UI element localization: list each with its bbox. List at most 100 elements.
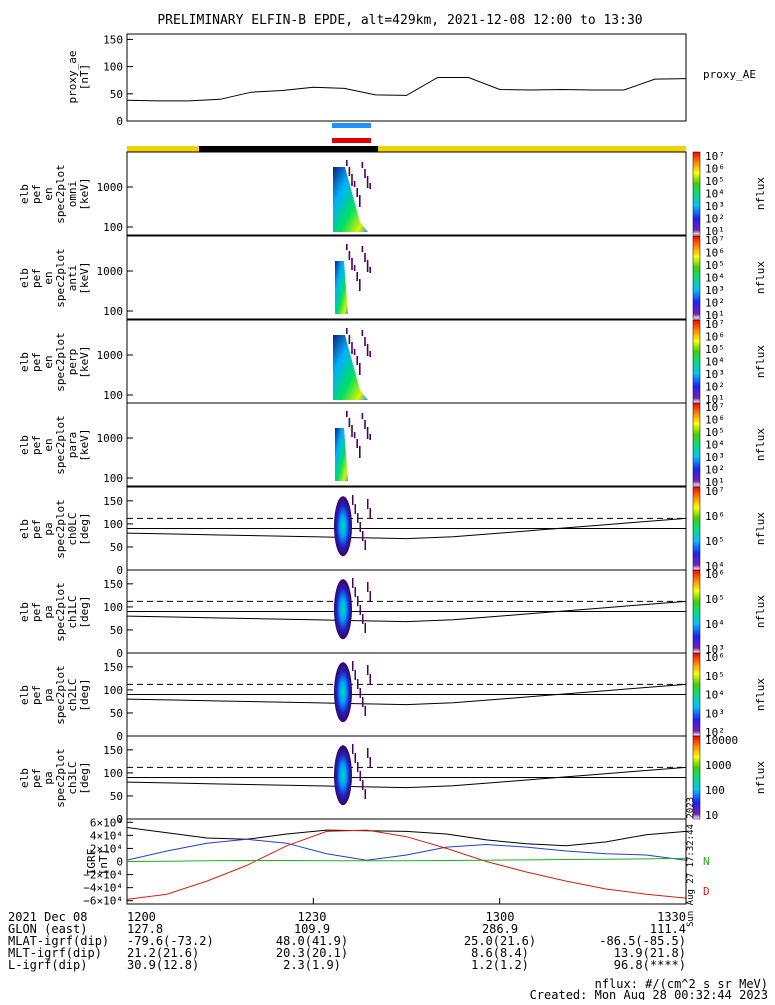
pa-ylabel: elb bbox=[18, 768, 31, 788]
colorbar-tick: 10³ bbox=[705, 200, 725, 213]
pa-tick-label: 150 bbox=[103, 661, 123, 674]
spectrogram-speck bbox=[359, 363, 361, 375]
pa-ylabel: pef bbox=[30, 768, 43, 788]
spec-ylabel: pef bbox=[30, 352, 43, 372]
proxy-right-label: proxy_AE bbox=[703, 68, 756, 81]
spectrogram-speck bbox=[353, 265, 356, 271]
colorbar-tick: 10⁴ bbox=[705, 560, 725, 573]
spectrogram-speck bbox=[356, 356, 358, 365]
spectrogram-speck bbox=[364, 337, 366, 346]
proxy-ylabel: [nT] bbox=[78, 64, 91, 91]
spec-ylabel: [keV] bbox=[78, 177, 91, 210]
pa-ylabel: [deg] bbox=[78, 761, 91, 794]
pa-speck bbox=[364, 706, 366, 716]
spectrogram-speck bbox=[361, 246, 364, 252]
colorbar-tick: 10⁶ bbox=[705, 651, 725, 664]
spec-frame bbox=[126, 151, 687, 236]
footer-row-value: 25.0(21.6) bbox=[464, 934, 536, 948]
pa-tick-label: 100 bbox=[103, 518, 123, 531]
colorbar bbox=[692, 652, 701, 737]
spec-tick-label: 1000 bbox=[97, 349, 124, 362]
pa-ylabel: ch2LC bbox=[66, 678, 79, 711]
pa-ylabel: spec2plot bbox=[54, 748, 67, 808]
footer-row-value: 96.8(****) bbox=[614, 958, 686, 972]
colorbar-label: nflux bbox=[754, 177, 767, 210]
pa-speck bbox=[367, 499, 369, 509]
proxy-tick-label: 100 bbox=[103, 61, 123, 74]
colorbar bbox=[692, 235, 701, 320]
pa-speck bbox=[369, 508, 371, 518]
spectrogram-speck bbox=[348, 167, 351, 176]
footer-units: nflux: #/(cm^2 s sr MeV) bbox=[595, 977, 768, 991]
pa-ylabel: [deg] bbox=[78, 678, 91, 711]
colorbar-tick: 10⁶ bbox=[705, 163, 725, 176]
pa-ylabel: ch1LC bbox=[66, 595, 79, 628]
pa-tick-label: 50 bbox=[110, 707, 123, 720]
igrf-tick-label: −2×10⁴ bbox=[83, 869, 123, 882]
footer-row-value: 8.6(8.4) bbox=[471, 946, 529, 960]
pa-speck bbox=[357, 762, 359, 772]
igrf-series-red bbox=[126, 829, 687, 900]
colorbar-tick: 10⁵ bbox=[705, 259, 725, 272]
igrf-tick-label: −6×10⁴ bbox=[83, 895, 123, 908]
colorbar-tick: 10⁴ bbox=[705, 439, 725, 452]
spec-ylabel: en bbox=[42, 355, 55, 368]
spec-ylabel: elb bbox=[18, 268, 31, 288]
pa-speck bbox=[369, 757, 371, 767]
colorbar-tick: 10⁵ bbox=[705, 670, 725, 683]
pa-speck bbox=[367, 582, 369, 592]
pa-speck bbox=[362, 531, 364, 541]
spectrogram-speck bbox=[353, 181, 356, 187]
proxy-ae-line bbox=[126, 77, 687, 102]
spectrogram-speck bbox=[346, 160, 348, 166]
pa-ylabel: spec2plot bbox=[54, 499, 67, 559]
footer-row-value: 13.9(21.8) bbox=[614, 946, 686, 960]
pa-tick-label: 150 bbox=[103, 744, 123, 757]
spectrogram-speck bbox=[346, 328, 348, 334]
pa-tick-label: 0 bbox=[116, 564, 123, 577]
pa-distribution-blob bbox=[334, 496, 352, 557]
igrf-label-N: N bbox=[703, 855, 710, 868]
colorbar-label: nflux bbox=[754, 678, 767, 711]
pa-speck bbox=[357, 513, 359, 523]
pa-losscone-curve bbox=[126, 517, 687, 540]
igrf-series-blue bbox=[126, 838, 687, 861]
colorbar-tick: 10⁵ bbox=[705, 593, 725, 606]
spectrogram-speck bbox=[353, 432, 356, 438]
colorbar-tick: 10⁶ bbox=[705, 247, 725, 260]
pa-ylabel: pef bbox=[30, 685, 43, 705]
igrf-tick-label: 0 bbox=[116, 856, 123, 869]
footer-row-value: 48.0(41.9) bbox=[276, 934, 348, 948]
colorbar-tick: 10⁵ bbox=[705, 343, 725, 356]
pa-distribution-blob bbox=[334, 662, 352, 723]
pa-speck bbox=[362, 697, 364, 707]
colorbar-label: nflux bbox=[754, 261, 767, 294]
colorbar-tick: 10⁴ bbox=[705, 356, 725, 369]
footer-row-value: 2.3(1.9) bbox=[283, 958, 341, 972]
pa-tick-label: 150 bbox=[103, 578, 123, 591]
colorbar-tick: 10³ bbox=[705, 284, 725, 297]
colorbar-tick: 10 bbox=[705, 809, 718, 822]
pa-speck bbox=[354, 587, 356, 597]
pa-tick-label: 100 bbox=[103, 601, 123, 614]
spec-ylabel: elb bbox=[18, 352, 31, 372]
colorbar-tick: 10¹ bbox=[705, 476, 725, 489]
spectrogram-speck bbox=[364, 420, 366, 429]
spec-ylabel: perp bbox=[66, 349, 79, 376]
spectrogram-speck bbox=[369, 351, 371, 357]
proxy-tick-label: 150 bbox=[103, 33, 123, 46]
pa-tick-label: 50 bbox=[110, 790, 123, 803]
spec-ylabel: en bbox=[42, 187, 55, 200]
pa-tick-label: 100 bbox=[103, 684, 123, 697]
pa-losscone-curve bbox=[126, 683, 687, 706]
spectrogram-speck bbox=[356, 272, 358, 281]
status-bar-black bbox=[199, 146, 378, 152]
spectrogram-speck bbox=[369, 267, 371, 273]
pa-speck bbox=[352, 578, 354, 588]
colorbar-tick: 10³ bbox=[705, 451, 725, 464]
pa-ylabel: [deg] bbox=[78, 595, 91, 628]
science-zone-bar-blue bbox=[332, 123, 371, 128]
spectrogram-speck bbox=[364, 169, 366, 178]
spectrogram-speck bbox=[361, 413, 364, 419]
